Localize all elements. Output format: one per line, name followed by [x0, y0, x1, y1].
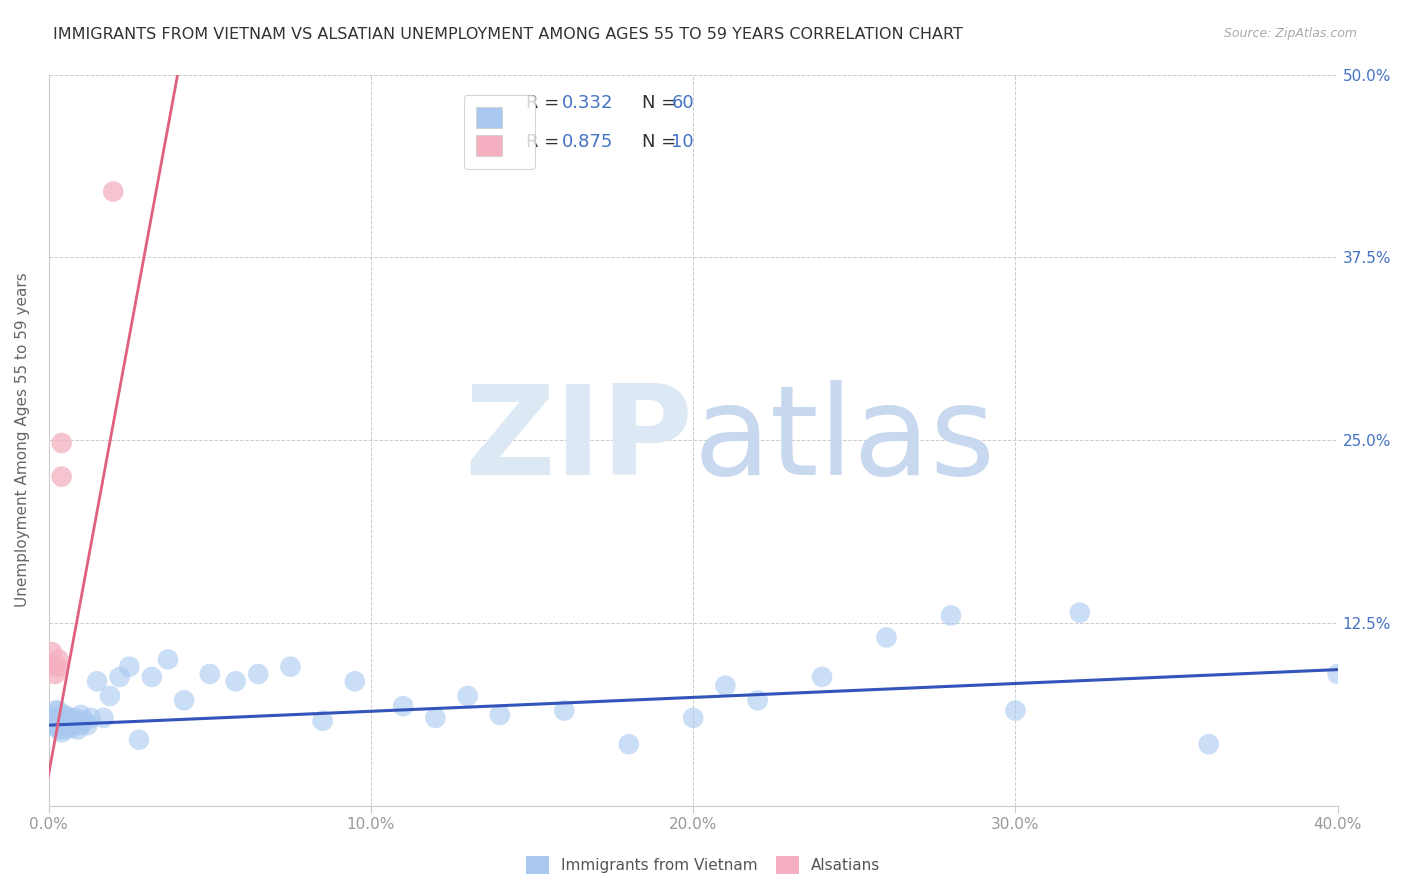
Text: 60: 60: [671, 95, 695, 112]
Point: [73, 714, 96, 728]
Point: [60, 714, 83, 728]
Y-axis label: Unemployment Among Ages 55 to 59 years: Unemployment Among Ages 55 to 59 years: [15, 273, 30, 607]
Point: [48, 711, 70, 725]
Point: [48, 723, 70, 737]
Text: R =: R =: [526, 95, 565, 112]
Point: [44, 718, 66, 732]
Text: N =: N =: [641, 133, 682, 151]
Point: [118, 659, 141, 673]
Point: [747, 693, 769, 707]
Point: [53, 718, 76, 732]
Point: [60, 721, 83, 735]
Point: [343, 674, 366, 689]
Point: [66, 723, 89, 737]
Point: [156, 652, 179, 666]
Point: [876, 631, 898, 645]
Point: [489, 708, 512, 723]
Point: [392, 699, 415, 714]
Point: [93, 711, 115, 725]
Point: [1069, 606, 1091, 620]
Text: atlas: atlas: [693, 380, 995, 500]
Point: [311, 714, 333, 728]
Point: [66, 714, 89, 728]
Point: [198, 667, 221, 681]
Point: [56, 718, 79, 732]
Point: [44, 659, 66, 673]
Point: [44, 667, 66, 681]
Point: [141, 670, 163, 684]
Point: [79, 711, 101, 725]
Point: [44, 714, 66, 728]
Point: [811, 670, 834, 684]
Point: [108, 670, 131, 684]
Point: [48, 718, 70, 732]
Point: [56, 711, 79, 725]
Point: [617, 737, 640, 751]
Point: [425, 711, 447, 725]
Point: [53, 708, 76, 723]
Point: [173, 693, 195, 707]
Point: [70, 718, 93, 732]
Legend:   ,   : ,: [464, 95, 534, 169]
Point: [51, 725, 73, 739]
Point: [44, 711, 66, 725]
Point: [1198, 737, 1220, 751]
Point: [48, 704, 70, 718]
Point: [1326, 667, 1348, 681]
Point: [48, 659, 70, 673]
Point: [103, 185, 125, 199]
Point: [63, 718, 86, 732]
Point: [51, 711, 73, 725]
Point: [939, 608, 962, 623]
Text: 10: 10: [671, 133, 695, 151]
Point: [98, 689, 121, 703]
Text: ZIP: ZIP: [464, 380, 693, 500]
Point: [41, 711, 63, 725]
Point: [553, 704, 575, 718]
Point: [86, 674, 108, 689]
Point: [53, 723, 76, 737]
Legend: Immigrants from Vietnam, Alsatians: Immigrants from Vietnam, Alsatians: [520, 850, 886, 880]
Text: N =: N =: [641, 95, 682, 112]
Text: IMMIGRANTS FROM VIETNAM VS ALSATIAN UNEMPLOYMENT AMONG AGES 55 TO 59 YEARS CORRE: IMMIGRANTS FROM VIETNAM VS ALSATIAN UNEM…: [53, 27, 963, 42]
Point: [682, 711, 704, 725]
Point: [63, 711, 86, 725]
Point: [280, 659, 302, 673]
Text: 0.332: 0.332: [562, 95, 613, 112]
Point: [128, 732, 150, 747]
Point: [41, 718, 63, 732]
Point: [1004, 704, 1026, 718]
Point: [76, 718, 98, 732]
Text: Source: ZipAtlas.com: Source: ZipAtlas.com: [1223, 27, 1357, 40]
Point: [70, 708, 93, 723]
Point: [44, 704, 66, 718]
Text: R =: R =: [526, 133, 565, 151]
Point: [51, 436, 73, 450]
Text: 0.875: 0.875: [562, 133, 613, 151]
Point: [225, 674, 247, 689]
Point: [714, 679, 737, 693]
Point: [247, 667, 270, 681]
Point: [51, 469, 73, 483]
Point: [48, 652, 70, 666]
Point: [51, 718, 73, 732]
Point: [457, 689, 479, 703]
Point: [41, 645, 63, 659]
